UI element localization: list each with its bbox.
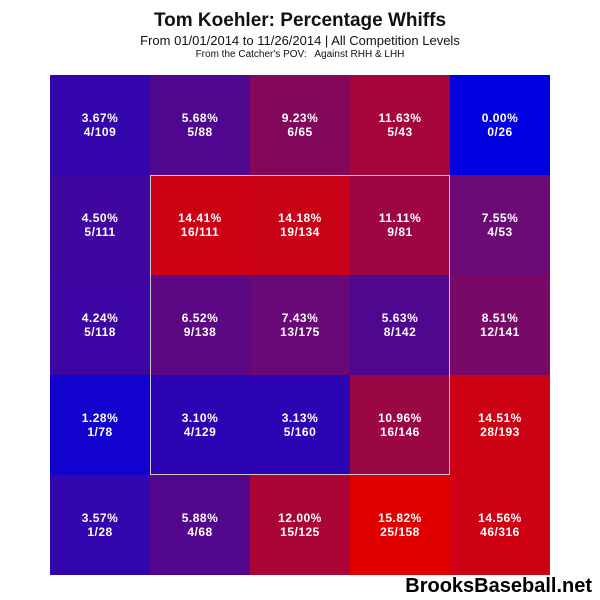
cell-percentage: 10.96% bbox=[378, 411, 422, 425]
cell-fraction: 25/158 bbox=[380, 525, 420, 539]
heatmap-cell: 7.55% 4/53 bbox=[450, 175, 550, 275]
cell-fraction: 13/175 bbox=[280, 325, 320, 339]
cell-percentage: 0.00% bbox=[481, 111, 519, 125]
cell-percentage: 11.63% bbox=[378, 111, 422, 125]
cell-percentage: 7.55% bbox=[481, 211, 519, 225]
cell-percentage: 3.67% bbox=[81, 111, 119, 125]
heatmap-cell: 0.00% 0/26 bbox=[450, 75, 550, 175]
heatmap-cell: 14.41% 16/111 bbox=[150, 175, 250, 275]
heatmap-cell: 11.11% 9/81 bbox=[350, 175, 450, 275]
cell-percentage: 1.28% bbox=[81, 411, 119, 425]
heatmap-cell: 4.50% 5/111 bbox=[50, 175, 150, 275]
chart-title: Tom Koehler: Percentage Whiffs bbox=[153, 10, 447, 31]
cell-fraction: 8/142 bbox=[383, 325, 417, 339]
cell-fraction: 19/134 bbox=[280, 225, 320, 239]
cell-fraction: 9/138 bbox=[183, 325, 217, 339]
cell-fraction: 5/111 bbox=[84, 225, 116, 239]
cell-fraction: 4/68 bbox=[187, 525, 213, 539]
heatmap-cell: 9.23% 6/65 bbox=[250, 75, 350, 175]
heatmap-cell: 7.43% 13/175 bbox=[250, 275, 350, 375]
heatmap-cell: 10.96% 16/146 bbox=[350, 375, 450, 475]
cell-fraction: 5/160 bbox=[283, 425, 317, 439]
cell-percentage: 7.43% bbox=[281, 311, 319, 325]
heatmap-cell: 11.63% 5/43 bbox=[350, 75, 450, 175]
cell-fraction: 12/141 bbox=[480, 325, 520, 339]
cell-fraction: 0/26 bbox=[487, 125, 513, 139]
heatmap-cell: 3.57% 1/28 bbox=[50, 475, 150, 575]
cell-percentage: 3.10% bbox=[181, 411, 219, 425]
heatmap-cell: 6.52% 9/138 bbox=[150, 275, 250, 375]
cell-fraction: 6/65 bbox=[287, 125, 313, 139]
cell-fraction: 4/109 bbox=[83, 125, 117, 139]
heatmap-cell: 3.67% 4/109 bbox=[50, 75, 150, 175]
cell-fraction: 46/316 bbox=[480, 525, 520, 539]
cell-fraction: 5/88 bbox=[187, 125, 213, 139]
cell-percentage: 3.57% bbox=[81, 511, 119, 525]
heatmap-cell: 14.56% 46/316 bbox=[450, 475, 550, 575]
heatmap-cell: 1.28% 1/78 bbox=[50, 375, 150, 475]
cell-fraction: 9/81 bbox=[387, 225, 413, 239]
cell-percentage: 14.18% bbox=[278, 211, 322, 225]
cell-fraction: 15/125 bbox=[280, 525, 320, 539]
heatmap-cell: 5.63% 8/142 bbox=[350, 275, 450, 375]
cell-percentage: 5.63% bbox=[381, 311, 419, 325]
heatmap-cell: 12.00% 15/125 bbox=[250, 475, 350, 575]
cell-fraction: 5/43 bbox=[387, 125, 413, 139]
heatmap-cell: 3.13% 5/160 bbox=[250, 375, 350, 475]
cell-fraction: 16/146 bbox=[380, 425, 420, 439]
cell-fraction: 4/129 bbox=[183, 425, 217, 439]
heatmap-cell: 14.51% 28/193 bbox=[450, 375, 550, 475]
watermark: BrooksBaseball.net bbox=[405, 575, 592, 597]
heatmap-cell: 4.24% 5/118 bbox=[50, 275, 150, 375]
cell-percentage: 8.51% bbox=[481, 311, 519, 325]
heatmap-cell: 5.88% 4/68 bbox=[150, 475, 250, 575]
heatmap-cell: 5.68% 5/88 bbox=[150, 75, 250, 175]
cell-percentage: 15.82% bbox=[378, 511, 422, 525]
cell-percentage: 14.41% bbox=[178, 211, 222, 225]
cell-percentage: 9.23% bbox=[281, 111, 319, 125]
cell-percentage: 14.51% bbox=[478, 411, 522, 425]
cell-fraction: 4/53 bbox=[487, 225, 513, 239]
chart-subtitle: From 01/01/2014 to 11/26/2014 | All Comp… bbox=[140, 33, 460, 48]
chart-subtitle-pov: From the Catcher's POV: Against RHH & LH… bbox=[195, 49, 405, 60]
cell-fraction: 28/193 bbox=[480, 425, 520, 439]
cell-percentage: 4.24% bbox=[81, 311, 119, 325]
cell-fraction: 16/111 bbox=[180, 225, 220, 239]
heatmap-cell: 15.82% 25/158 bbox=[350, 475, 450, 575]
cell-percentage: 5.68% bbox=[181, 111, 219, 125]
cell-fraction: 5/118 bbox=[84, 325, 116, 339]
cell-percentage: 5.88% bbox=[181, 511, 219, 525]
heatmap-cell: 14.18% 19/134 bbox=[250, 175, 350, 275]
cell-percentage: 14.56% bbox=[478, 511, 522, 525]
heatmap-grid: 3.67% 4/109 5.68% 5/88 9.23% 6/65 11.63% 5/43 0.… bbox=[50, 75, 550, 575]
cell-percentage: 12.00% bbox=[278, 511, 322, 525]
cell-percentage: 4.50% bbox=[81, 211, 119, 225]
cell-percentage: 3.13% bbox=[281, 411, 319, 425]
cell-fraction: 1/78 bbox=[87, 425, 113, 439]
cell-percentage: 6.52% bbox=[181, 311, 219, 325]
cell-percentage: 11.11% bbox=[378, 211, 422, 225]
heatmap-cell: 8.51% 12/141 bbox=[450, 275, 550, 375]
cell-fraction: 1/28 bbox=[87, 525, 113, 539]
heatmap-cell: 3.10% 4/129 bbox=[150, 375, 250, 475]
